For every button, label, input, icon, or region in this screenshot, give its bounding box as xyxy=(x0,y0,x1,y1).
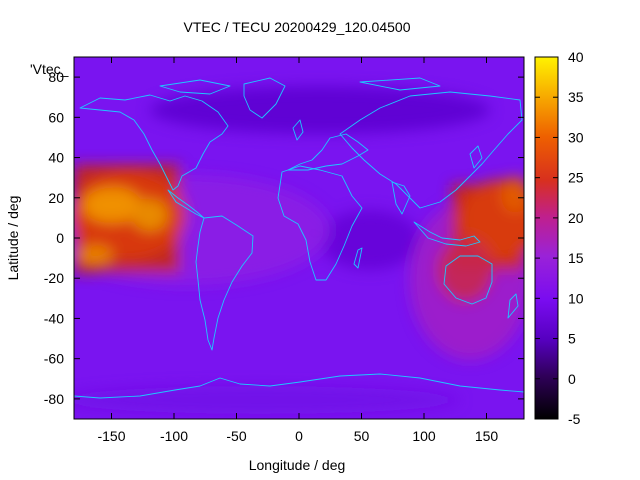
y-tick-label: 40 xyxy=(48,150,64,166)
x-tick-label: -50 xyxy=(226,428,246,444)
colorbar-ticks: 40 35 30 25 20 15 10 5 0 -5 xyxy=(535,49,584,427)
coast-europe xyxy=(287,133,369,171)
coast-africa xyxy=(277,165,363,281)
vtec-heatmap xyxy=(74,57,524,419)
y-tick-label: 80 xyxy=(48,69,64,85)
coast-south-america xyxy=(195,215,254,351)
x-tick-label: -150 xyxy=(97,428,125,444)
colorbar-tick-label: 10 xyxy=(568,290,584,306)
x-tick-label: 50 xyxy=(354,428,370,444)
coast-arctic-islands xyxy=(159,77,441,95)
y-axis-ticks: 80 60 40 20 0 -20 -40 -60 -80 xyxy=(44,69,524,407)
x-axis-label: Longitude / deg xyxy=(249,457,346,473)
colorbar-tick-label: 35 xyxy=(568,89,584,105)
coast-madagascar xyxy=(353,247,363,269)
x-tick-label: -100 xyxy=(160,428,188,444)
coast-asia xyxy=(339,91,523,209)
x-axis-ticks: -150 -100 -50 0 50 100 150 xyxy=(97,57,498,444)
colorbar-tick-label: 40 xyxy=(568,49,584,65)
x-tick-label: 100 xyxy=(412,428,436,444)
coast-new-zealand xyxy=(507,293,519,319)
coast-antarctica xyxy=(74,373,524,399)
y-tick-label: -20 xyxy=(44,270,64,286)
coast-north-america xyxy=(79,94,229,191)
colorbar xyxy=(534,56,559,420)
coast-britain xyxy=(292,119,304,141)
coast-greenland xyxy=(243,77,286,119)
x-tick-label: 0 xyxy=(295,428,303,444)
y-tick-label: -80 xyxy=(44,391,64,407)
colorbar-tick-label: -5 xyxy=(568,411,581,427)
colorbar-tick-label: 5 xyxy=(568,331,576,347)
coast-indonesia xyxy=(413,221,481,247)
chart-title: VTEC / TECU 20200429_120.04500 xyxy=(183,19,410,35)
y-tick-label: 20 xyxy=(48,190,64,206)
x-tick-label: 150 xyxy=(475,428,499,444)
colorbar-tick-label: 15 xyxy=(568,250,584,266)
colorbar-tick-label: 20 xyxy=(568,210,584,226)
y-tick-label: -60 xyxy=(44,351,64,367)
y-tick-label: -40 xyxy=(44,310,64,326)
coastlines xyxy=(74,77,524,399)
y-axis-label: Latitude / deg xyxy=(5,196,21,281)
colorbar-tick-label: 30 xyxy=(568,129,584,145)
colorbar-tick-label: 25 xyxy=(568,170,584,186)
legend-label: 'Vtec_ xyxy=(30,61,69,77)
y-tick-label: 60 xyxy=(48,109,64,125)
coast-japan xyxy=(469,145,483,169)
coast-india xyxy=(391,181,411,215)
coast-australia xyxy=(443,255,493,305)
y-tick-label: 0 xyxy=(56,230,64,246)
colorbar-tick-label: 0 xyxy=(568,371,576,387)
